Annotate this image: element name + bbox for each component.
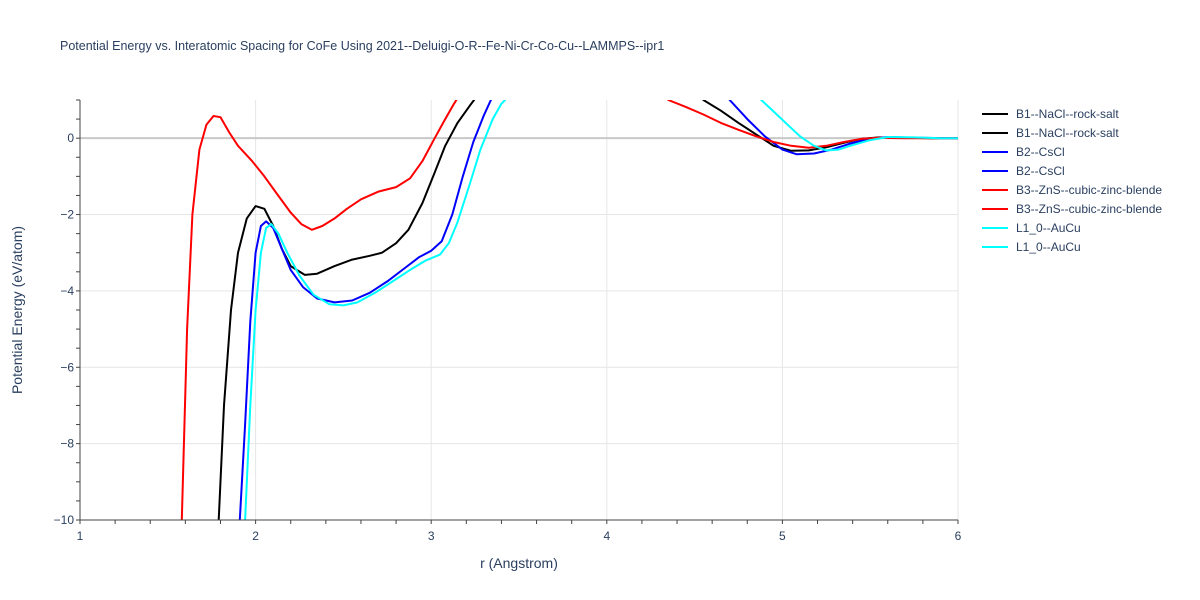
legend-item-0[interactable]: B1--NaCl--rock-salt (982, 107, 1119, 121)
legend-item-6[interactable]: L1_0--AuCu (982, 221, 1081, 235)
x-tick-label: 5 (779, 529, 786, 543)
legend-label: B2--CsCl (1016, 145, 1065, 159)
series-line-2[interactable] (238, 100, 492, 520)
legend-item-5[interactable]: B3--ZnS--cubic-zinc-blende (982, 202, 1162, 216)
series-line-3[interactable] (728, 100, 958, 156)
y-tick-label: 0 (67, 131, 74, 145)
legend-label: B3--ZnS--cubic-zinc-blende (1016, 202, 1162, 216)
legend-label: L1_0--AuCu (1016, 221, 1081, 235)
legend-item-1[interactable]: B1--NaCl--rock-salt (982, 126, 1119, 140)
legend[interactable]: B1--NaCl--rock-salt B1--NaCl--rock-salt B2… (982, 107, 1162, 254)
chart-title: Potential Energy vs. Interatomic Spacing… (60, 39, 664, 53)
x-tick-label: 1 (77, 529, 84, 543)
series-line-0[interactable] (217, 96, 477, 520)
series-line-4[interactable] (180, 98, 458, 520)
series-line-6[interactable] (244, 100, 506, 520)
x-tick-label: 3 (428, 529, 435, 543)
legend-item-3[interactable]: B2--CsCl (982, 164, 1065, 178)
plot-layer (180, 96, 958, 520)
grid-layer (80, 100, 959, 521)
y-tick-label: −4 (60, 284, 74, 298)
x-tick-label: 2 (252, 529, 259, 543)
legend-label: B2--CsCl (1016, 164, 1065, 178)
legend-label: L1_0--AuCu (1016, 240, 1081, 254)
x-tick-label: 4 (603, 529, 610, 543)
series-line-1[interactable] (702, 100, 958, 152)
y-tick-label: −10 (54, 513, 75, 527)
legend-item-4[interactable]: B3--ZnS--cubic-zinc-blende (982, 183, 1162, 197)
legend-item-2[interactable]: B2--CsCl (982, 145, 1065, 159)
x-axis-title: r (Angstrom) (480, 555, 558, 571)
y-tick-label: −2 (60, 208, 74, 222)
y-tick-label: −8 (60, 437, 74, 451)
x-tick-label: 6 (955, 529, 962, 543)
series-line-5[interactable] (667, 100, 958, 149)
legend-label: B1--NaCl--rock-salt (1016, 107, 1119, 121)
legend-label: B1--NaCl--rock-salt (1016, 126, 1119, 140)
legend-item-7[interactable]: L1_0--AuCu (982, 240, 1081, 254)
y-axis-title: Potential Energy (eV/atom) (9, 226, 25, 394)
axis-layer: 1 2 3 4 5 6 0 −2 −4 −6 −8 −10 (54, 99, 962, 543)
series-line-7[interactable] (760, 100, 958, 152)
y-tick-label: −6 (60, 360, 74, 374)
legend-label: B3--ZnS--cubic-zinc-blende (1016, 183, 1162, 197)
